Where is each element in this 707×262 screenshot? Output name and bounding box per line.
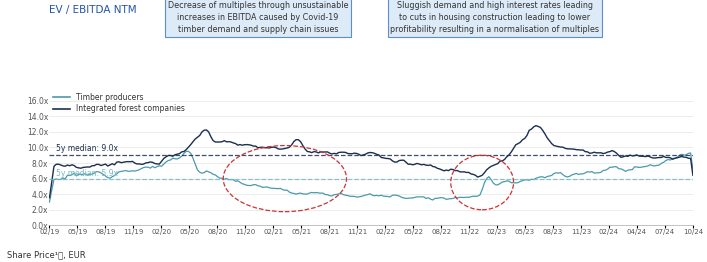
Integrated forest companies <box>532 124 540 127</box>
Timber producers <box>599 169 607 172</box>
Integrated forest companies <box>588 151 596 155</box>
Timber producers <box>373 194 381 197</box>
Integrated forest companies <box>370 152 379 155</box>
Timber producers <box>689 168 697 171</box>
Text: Sluggish demand and high interest rates leading
to cuts in housing construction : Sluggish demand and high interest rates … <box>390 1 600 34</box>
Integrated forest companies <box>101 162 110 166</box>
Text: EV / EBITDA NTM: EV / EBITDA NTM <box>49 5 137 15</box>
Integrated forest companies <box>599 152 607 155</box>
Integrated forest companies <box>614 154 623 157</box>
Timber producers <box>182 150 190 153</box>
Timber producers <box>614 167 623 170</box>
Timber producers <box>588 170 596 173</box>
Timber producers <box>635 166 643 169</box>
Integrated forest companies <box>45 196 54 199</box>
Text: 5y median: 5.9x: 5y median: 5.9x <box>57 169 118 178</box>
Timber producers <box>101 174 110 178</box>
Line: Timber producers: Timber producers <box>49 151 693 202</box>
Timber producers <box>45 200 54 204</box>
Integrated forest companies <box>635 155 643 158</box>
Line: Integrated forest companies: Integrated forest companies <box>49 125 693 198</box>
Text: Share Price¹⧯, EUR: Share Price¹⧯, EUR <box>7 250 86 259</box>
Legend: Timber producers, Integrated forest companies: Timber producers, Integrated forest comp… <box>53 93 185 113</box>
Integrated forest companies <box>689 173 697 177</box>
Text: 5y median: 9.0x: 5y median: 9.0x <box>57 144 118 153</box>
Text: Decrease of multiples through unsustainable
increases in EBITDA caused by Covid-: Decrease of multiples through unsustaina… <box>168 1 349 34</box>
